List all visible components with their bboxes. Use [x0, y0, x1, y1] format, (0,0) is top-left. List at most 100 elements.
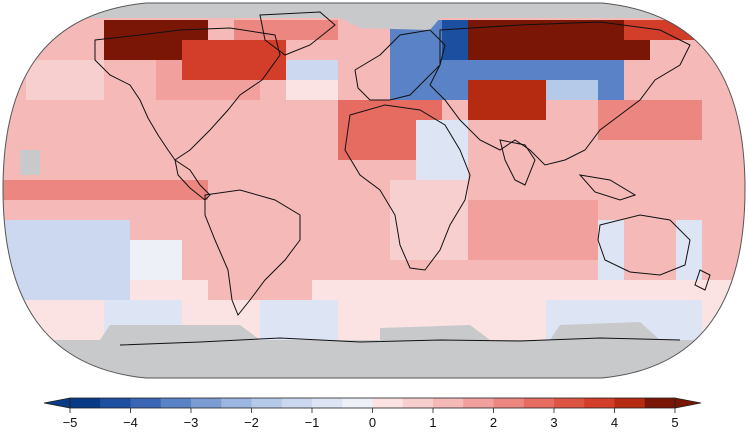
anomaly-cell — [390, 140, 417, 161]
anomaly-cell — [650, 120, 677, 141]
anomaly-cell — [338, 180, 365, 201]
anomaly-cell — [3, 60, 27, 81]
anomaly-cell — [650, 380, 677, 390]
anomaly-cell — [494, 320, 521, 341]
colorbar-bin — [191, 398, 222, 408]
anomaly-cell — [702, 380, 729, 390]
anomaly-cell — [234, 300, 261, 321]
anomaly-cell — [312, 380, 339, 390]
anomaly-cell — [624, 120, 651, 141]
anomaly-cell — [52, 140, 79, 161]
anomaly-cell — [702, 280, 729, 301]
anomaly-cell — [3, 180, 27, 201]
colorbar-bin — [493, 398, 525, 408]
anomaly-cell — [52, 120, 79, 141]
anomaly-cell — [468, 200, 495, 221]
anomaly-cell — [104, 220, 131, 241]
anomaly-cell — [104, 200, 131, 221]
anomaly-cell — [182, 20, 209, 41]
colorbar-bins — [70, 398, 676, 408]
colorbar-min-arrow — [43, 397, 71, 409]
anomaly-cell — [598, 120, 625, 141]
anomaly-cell — [702, 360, 729, 378]
anomaly-cell — [182, 120, 209, 141]
anomaly-cell — [78, 180, 105, 201]
anomaly-cell — [52, 60, 79, 81]
anomaly-cell — [676, 200, 703, 221]
anomaly-cell — [104, 240, 131, 261]
anomaly-cell — [598, 180, 625, 201]
anomaly-cell — [494, 100, 521, 121]
anomaly-cell — [286, 140, 313, 161]
anomaly-cell — [520, 320, 547, 341]
antarctica-no-data — [3, 340, 745, 378]
anomaly-cell — [338, 240, 365, 261]
anomaly-cell — [26, 220, 53, 241]
anomaly-cell — [156, 200, 183, 221]
anomaly-cell — [286, 160, 313, 181]
anomaly-cell — [598, 140, 625, 161]
anomaly-cell — [3, 320, 27, 341]
anomaly-cell — [598, 60, 625, 81]
anomaly-cell — [468, 100, 495, 121]
anomaly-cell — [104, 40, 131, 61]
anomaly-cell — [104, 160, 131, 181]
anomaly-cell — [546, 140, 573, 161]
anomaly-cell — [156, 60, 183, 81]
anomaly-cell — [650, 220, 677, 241]
anomaly-cell — [26, 100, 53, 121]
anomaly-cell — [260, 300, 287, 321]
anomaly-cell — [442, 280, 469, 301]
anomaly-cell — [728, 160, 745, 181]
anomaly-cell — [676, 80, 703, 101]
anomaly-cell — [702, 140, 729, 161]
anomaly-cell — [78, 120, 105, 141]
anomaly-cell — [338, 160, 365, 181]
anomaly-cell — [520, 100, 547, 121]
anomaly-cell — [26, 360, 53, 378]
anomaly-cell — [182, 380, 209, 390]
anomaly-cell — [390, 120, 417, 141]
anomaly-cell — [624, 180, 651, 201]
anomaly-cell — [260, 240, 287, 261]
anomaly-cell — [728, 60, 745, 81]
anomaly-cell — [104, 300, 131, 321]
anomaly-cell — [104, 20, 131, 41]
anomaly-cell — [260, 320, 287, 341]
anomaly-cell — [728, 360, 745, 378]
anomaly-cell — [182, 80, 209, 101]
colorbar-tick-label: −4 — [123, 415, 138, 430]
anomaly-cell — [442, 220, 469, 241]
anomaly-cell — [26, 240, 53, 261]
anomaly-cell — [676, 260, 703, 281]
colorbar-bin — [433, 398, 464, 408]
anomaly-cell — [286, 180, 313, 201]
anomaly-cell — [702, 160, 729, 181]
anomaly-cell — [546, 20, 573, 41]
anomaly-cell — [234, 60, 261, 81]
anomaly-cell — [364, 260, 391, 281]
anomaly-cell — [312, 120, 339, 141]
anomaly-cell — [364, 180, 391, 201]
anomaly-cell — [676, 180, 703, 201]
anomaly-cell — [260, 160, 287, 181]
anomaly-cell — [624, 40, 651, 61]
anomaly-cell — [416, 260, 443, 281]
anomaly-cell — [390, 300, 417, 321]
antarctic-ice-no-data — [550, 322, 660, 340]
anomaly-cell — [130, 280, 157, 301]
anomaly-cell — [338, 80, 365, 101]
anomaly-cell — [442, 180, 469, 201]
anomaly-cell — [702, 80, 729, 101]
anomaly-cell — [182, 200, 209, 221]
coastline-path — [597, 214, 691, 276]
anomaly-cell — [494, 180, 521, 201]
anomaly-cell — [286, 200, 313, 221]
anomaly-cell — [286, 240, 313, 261]
anomaly-cell — [728, 340, 745, 361]
anomaly-cell — [598, 40, 625, 61]
anomaly-cell — [130, 300, 157, 321]
colorbar-bin — [523, 398, 555, 408]
anomaly-cell — [52, 180, 79, 201]
anomaly-cell — [676, 320, 703, 341]
